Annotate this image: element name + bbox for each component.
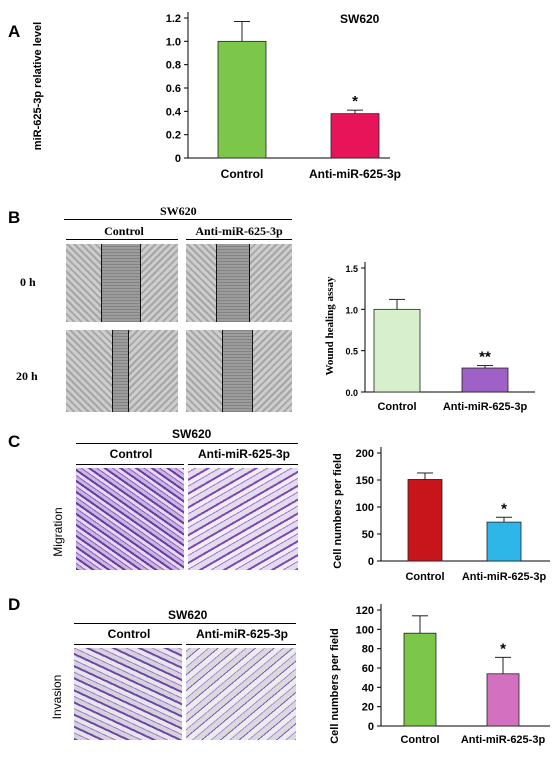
- panel-c-y-tick-label: 150: [356, 475, 374, 487]
- panel-a-y-tick-label: 1.2: [166, 13, 181, 25]
- panel-c-significance-2: *: [501, 500, 507, 517]
- panel-b-row-0h: 0 h: [20, 275, 36, 289]
- panel-d-bar-1: [403, 632, 437, 727]
- panel-b-y-tick-label: 0.0: [345, 388, 358, 398]
- panel-c-y-tick-label: 0: [368, 556, 374, 568]
- panel-c-bar-1: [407, 479, 443, 562]
- panel-d-row-label: Invasion: [50, 674, 64, 720]
- wound-image-control-20h: [66, 330, 178, 412]
- invasion-image-anti: [186, 648, 296, 740]
- panel-b-col-control: Control: [104, 224, 144, 238]
- panel-c-ylabel: Cell numbers per field: [332, 453, 344, 569]
- panel-b-bar-2: [461, 367, 509, 393]
- panel-a-y-tick-label: 0.4: [166, 106, 182, 118]
- panel-a-y-tick-label: 1.0: [166, 36, 181, 48]
- panel-c-y-tick-label: 200: [356, 448, 374, 460]
- panel-a-ylabel: miR-625-3p relative level: [32, 21, 44, 151]
- panel-c-y-tick-label: 50: [362, 529, 374, 541]
- panel-a-significance-2: *: [352, 93, 358, 110]
- panel-b-col-rule-2: [186, 239, 292, 240]
- panel-c-title: SW620: [172, 427, 212, 441]
- panel-b-title-rule: [64, 219, 292, 220]
- panel-a-chart: 0 0.2 0.4 0.6 0.8 1.0 1.2 Control * Anti-miR-625-…: [166, 12, 401, 181]
- panel-a-title: SW620: [340, 12, 380, 26]
- panel-d-y-tick-label: 0: [368, 721, 374, 733]
- wound-image-anti-20h: [186, 330, 292, 412]
- panel-c-chart: 0 50 100 150 200 Control * Anti-miR-625-3p: [356, 447, 550, 583]
- wound-image-anti-0h: [186, 244, 292, 322]
- panel-c-col-rule-1: [76, 464, 184, 465]
- panel-b-category-label-2: Anti-miR-625-3p: [443, 401, 528, 413]
- panel-b-chart: 0.0 0.5 1.0 1.5 Control ** Anti-miR-625-3p: [345, 262, 535, 413]
- invasion-image-control: [74, 648, 182, 740]
- panel-a-y-tick-label: 0.2: [166, 130, 181, 142]
- panel-d-col-rule-1: [74, 644, 182, 645]
- panel-c-col-rule-2: [188, 464, 298, 465]
- wound-image-control-0h: [66, 244, 178, 322]
- migration-image-anti: [188, 468, 298, 570]
- panel-d-y-tick-label: 60: [362, 663, 374, 675]
- panel-b-letter: B: [8, 208, 21, 227]
- panel-d-y-tick-label: 80: [362, 644, 374, 656]
- panel-d-letter: D: [8, 595, 21, 614]
- panel-d-title-rule: [74, 623, 296, 624]
- panel-b-row-20h: 20 h: [16, 369, 38, 383]
- panel-a-y-tick-label: 0.8: [166, 60, 181, 72]
- panel-b-y-tick-label: 1.0: [345, 305, 358, 315]
- panel-d-chart: 0 20 40 60 80 100 120 Control * Anti-miR-625-3p: [356, 604, 550, 746]
- panel-d-col-anti: Anti-miR-625-3p: [195, 627, 288, 641]
- panel-d-category-label-2: Anti-miR-625-3p: [461, 734, 546, 746]
- panel-d-significance-2: *: [500, 640, 506, 657]
- panel-c-letter: C: [8, 432, 21, 451]
- panel-d-bar-2: [486, 673, 520, 727]
- panel-c-title-rule: [76, 443, 298, 444]
- panel-c-col-anti: Anti-miR-625-3p: [197, 447, 290, 461]
- panel-d-y-tick-label: 120: [356, 605, 374, 617]
- migration-image-control: [76, 468, 184, 570]
- panel-c-col-control: Control: [109, 447, 153, 461]
- panel-d-category-label-1: Control: [400, 734, 439, 746]
- panel-a-category-label-1: Control: [221, 167, 264, 181]
- panel-b-bar-1: [373, 308, 421, 393]
- panel-a-y-tick-label: 0: [175, 153, 181, 165]
- panel-d-y-tick-label: 40: [362, 682, 374, 694]
- panel-d-ylabel: Cell numbers per field: [329, 628, 341, 744]
- panel-b-category-label-1: Control: [377, 401, 416, 413]
- panel-a-letter: A: [8, 22, 21, 41]
- panel-a-y-tick-label: 0.6: [166, 83, 181, 95]
- panel-a-category-label-2: Anti-miR-625-3p: [309, 167, 401, 181]
- panel-d-y-tick-label: 20: [362, 702, 374, 714]
- panel-c-bar-2: [486, 521, 522, 562]
- panel-c-row-label: Migration: [51, 507, 65, 557]
- panel-b-title: SW620: [160, 204, 197, 218]
- panel-d-y-tick-label: 100: [356, 624, 374, 636]
- panel-d-col-control: Control: [107, 627, 151, 641]
- panel-d-col-rule-2: [186, 644, 296, 645]
- panel-b-col-anti: Anti-miR-625-3p: [195, 224, 283, 238]
- panel-b-col-rule-1: [66, 239, 178, 240]
- panel-c-y-tick-label: 100: [356, 502, 374, 514]
- panel-d-title: SW620: [168, 608, 208, 622]
- panel-c-category-label-2: Anti-miR-625-3p: [462, 571, 547, 583]
- panel-a-bar-1: [217, 40, 267, 159]
- panel-b-y-tick-label: 0.5: [345, 347, 358, 357]
- panel-b-significance-2: **: [479, 349, 491, 366]
- panel-a-bar-2: [330, 113, 380, 159]
- panel-b-y-tick-label: 1.5: [345, 264, 358, 274]
- panel-c-category-label-1: Control: [405, 571, 444, 583]
